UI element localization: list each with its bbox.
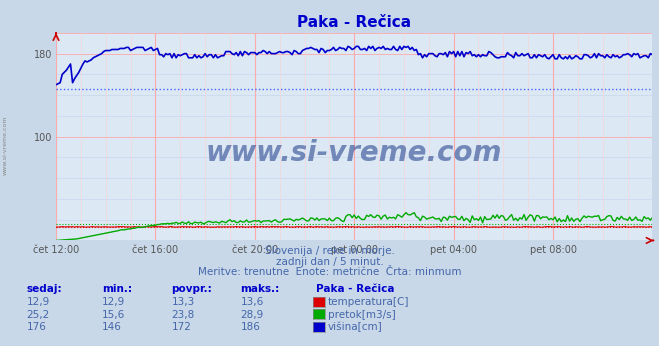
Text: 12,9: 12,9 bbox=[102, 297, 125, 307]
Text: Paka - Rečica: Paka - Rečica bbox=[316, 284, 395, 294]
Title: Paka - Rečica: Paka - Rečica bbox=[297, 15, 411, 30]
Text: 25,2: 25,2 bbox=[26, 310, 49, 320]
Text: www.si-vreme.com: www.si-vreme.com bbox=[206, 139, 502, 167]
Text: min.:: min.: bbox=[102, 284, 132, 294]
Text: pretok[m3/s]: pretok[m3/s] bbox=[328, 310, 396, 320]
Text: temperatura[C]: temperatura[C] bbox=[328, 297, 410, 307]
Text: www.si-vreme.com: www.si-vreme.com bbox=[3, 116, 8, 175]
Text: 15,6: 15,6 bbox=[102, 310, 125, 320]
Text: 146: 146 bbox=[102, 322, 122, 333]
Text: 186: 186 bbox=[241, 322, 260, 333]
Text: Meritve: trenutne  Enote: metrične  Črta: minmum: Meritve: trenutne Enote: metrične Črta: … bbox=[198, 267, 461, 277]
Text: povpr.:: povpr.: bbox=[171, 284, 212, 294]
Text: 176: 176 bbox=[26, 322, 46, 333]
Text: 12,9: 12,9 bbox=[26, 297, 49, 307]
Text: Slovenija / reke in morje.: Slovenija / reke in morje. bbox=[264, 246, 395, 256]
Text: višina[cm]: višina[cm] bbox=[328, 322, 383, 333]
Text: maks.:: maks.: bbox=[241, 284, 280, 294]
Text: 28,9: 28,9 bbox=[241, 310, 264, 320]
Text: 13,6: 13,6 bbox=[241, 297, 264, 307]
Text: 23,8: 23,8 bbox=[171, 310, 194, 320]
Text: 13,3: 13,3 bbox=[171, 297, 194, 307]
Text: zadnji dan / 5 minut.: zadnji dan / 5 minut. bbox=[275, 257, 384, 267]
Text: 172: 172 bbox=[171, 322, 191, 333]
Text: sedaj:: sedaj: bbox=[26, 284, 62, 294]
